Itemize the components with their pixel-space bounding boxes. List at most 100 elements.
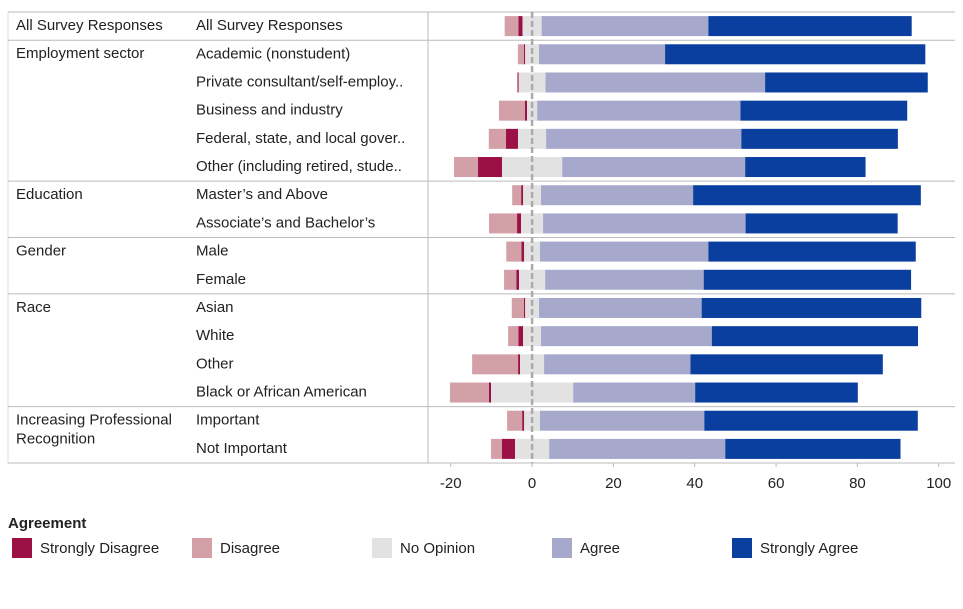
- x-tick-label: -20: [440, 475, 462, 492]
- bar-segment: [488, 382, 492, 403]
- bar-segment: [519, 269, 546, 290]
- bar-segment: [521, 185, 524, 206]
- x-tick-label: 100: [926, 475, 951, 492]
- bar-segment: [488, 128, 506, 149]
- bar-segment: [522, 410, 525, 431]
- legend-swatch: [192, 538, 212, 558]
- bar-segment: [703, 269, 912, 290]
- bar-segment: [545, 72, 766, 93]
- bar-segment: [540, 410, 705, 431]
- row-label: Master’s and Above: [196, 186, 328, 203]
- legend-label: Agree: [580, 540, 620, 557]
- bar-segment: [507, 410, 523, 431]
- bar-segment: [454, 157, 479, 178]
- bar-segment: [695, 382, 858, 403]
- bar-segment: [449, 382, 489, 403]
- bar-segment: [541, 185, 694, 206]
- row-label: Academic (nonstudent): [196, 45, 350, 62]
- bar-segment: [517, 44, 524, 65]
- legend-swatch: [552, 538, 572, 558]
- row-label: Federal, state, and local gover..: [196, 130, 405, 147]
- bar-segment: [562, 157, 746, 178]
- bar-segment: [518, 72, 546, 93]
- x-tick-label: 60: [768, 475, 785, 492]
- bar-segment: [518, 16, 523, 37]
- row-label: Male: [196, 243, 229, 260]
- legend-swatch: [372, 538, 392, 558]
- bar-segment: [523, 44, 526, 65]
- legend-label: No Opinion: [400, 540, 475, 557]
- group-label: Education: [16, 186, 83, 203]
- bar-segment: [478, 157, 503, 178]
- row-label: Associate’s and Bachelor’s: [196, 214, 375, 231]
- row-label: Asian: [196, 299, 234, 316]
- group-label: All Survey Responses: [16, 17, 163, 34]
- row-label: Not Important: [196, 440, 288, 457]
- bar-segment: [504, 16, 519, 37]
- row-label: White: [196, 327, 234, 344]
- bar-segment: [701, 297, 922, 318]
- legend-title: Agreement: [8, 515, 86, 532]
- bar-segment: [546, 128, 742, 149]
- bar-segment: [711, 326, 918, 347]
- x-tick-label: 40: [686, 475, 703, 492]
- bar-segment: [708, 16, 912, 37]
- row-label: Private consultant/self-employ..: [196, 73, 403, 90]
- bar-segment: [665, 44, 926, 65]
- bar-segment: [537, 100, 741, 121]
- bar-segment: [508, 326, 519, 347]
- x-tick-label: 80: [849, 475, 866, 492]
- bar-segment: [541, 326, 712, 347]
- bar-segment: [525, 44, 540, 65]
- bar-segment: [545, 269, 704, 290]
- bar-segment: [527, 100, 538, 121]
- bar-segment: [498, 100, 525, 121]
- legend-label: Strongly Disagree: [40, 540, 159, 557]
- legend-swatch: [12, 538, 32, 558]
- bar-segment: [511, 297, 524, 318]
- row-label: Other: [196, 355, 234, 372]
- bar-segment: [525, 297, 540, 318]
- bar-segment: [549, 438, 726, 459]
- group-label: Employment sector: [16, 45, 144, 62]
- bar-segment: [573, 382, 696, 403]
- row-label: Other (including retired, stude..: [196, 158, 402, 175]
- bar-segment: [704, 410, 918, 431]
- bar-segment: [517, 213, 522, 234]
- bar-segment: [544, 354, 691, 375]
- bar-segment: [517, 72, 519, 93]
- row-label: Female: [196, 271, 246, 288]
- bar-segment: [708, 241, 916, 262]
- bar-segment: [539, 297, 702, 318]
- x-tick-label: 20: [605, 475, 622, 492]
- legend-label: Strongly Agree: [760, 540, 858, 557]
- group-label: Increasing Professional Recognition: [16, 412, 172, 448]
- row-label: Business and industry: [196, 102, 343, 119]
- bar-segment: [504, 269, 517, 290]
- bar-segment: [693, 185, 921, 206]
- bar-segment: [516, 269, 520, 290]
- bar-segment: [472, 354, 519, 375]
- legend-swatch: [732, 538, 752, 558]
- group-label: Race: [16, 299, 51, 316]
- bar-segment: [518, 326, 524, 347]
- row-label: Important: [196, 412, 260, 429]
- bar-segment: [540, 241, 709, 262]
- bar-segment: [512, 185, 522, 206]
- bar-segment: [539, 44, 666, 65]
- group-label: Gender: [16, 242, 66, 259]
- bar-segment: [725, 438, 901, 459]
- bar-segment: [745, 157, 866, 178]
- bar-segment: [740, 100, 908, 121]
- group-label-line: Increasing Professional: [16, 412, 172, 429]
- row-label: Black or African American: [196, 384, 367, 401]
- row-label: All Survey Responses: [196, 17, 343, 34]
- bar-segment: [541, 16, 709, 37]
- bar-segment: [765, 72, 928, 93]
- bar-segment: [491, 438, 503, 459]
- bar-segment: [690, 354, 883, 375]
- bar-segment: [741, 128, 898, 149]
- bar-segment: [521, 241, 525, 262]
- x-tick-label: 0: [528, 475, 536, 492]
